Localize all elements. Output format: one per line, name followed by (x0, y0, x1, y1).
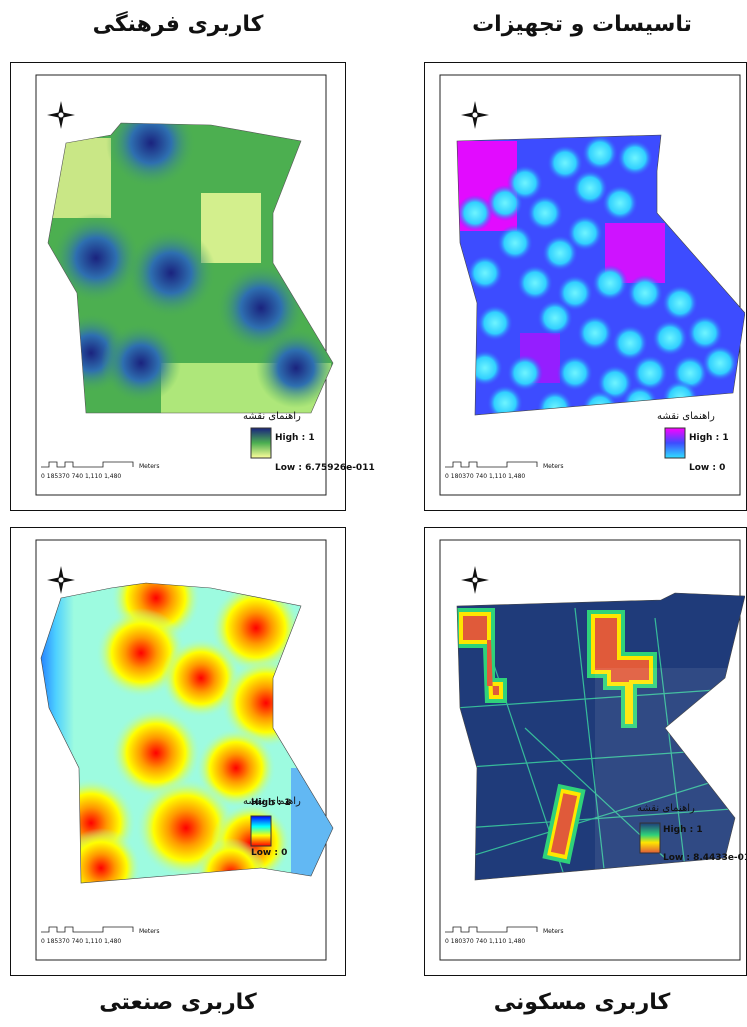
legend-low: Low : 6.75926e-011 (275, 463, 375, 473)
scalebar-ticks: 0 180370 740 1,110 1,480 (445, 473, 526, 480)
map-panel-residential: راهنمای نقشه High : 1 Low : 8.4433e-011 … (424, 527, 747, 976)
north-arrow-icon (461, 566, 489, 594)
legend-low: Low : 0 (251, 848, 288, 858)
map-facilities (439, 74, 745, 496)
legend-title: راهنمای نقشه (657, 411, 715, 422)
title-facilities: تاسیسات و تجهیزات (472, 12, 692, 37)
scalebar-units: Meters (139, 463, 160, 470)
scalebar-culture (41, 461, 134, 468)
north-arrow-icon (47, 101, 75, 129)
map-panel-facilities: راهنمای نقشه High : 1 Low : 0 0 180370 7… (424, 62, 747, 511)
legend-high: High : 1 (689, 433, 729, 443)
scalebar-units: Meters (139, 928, 160, 935)
map-panel-culture: راهنمای نقشه High : 1 Low : 6.75926e-011… (10, 62, 375, 511)
legend-title: راهنمای نقشه (637, 803, 695, 814)
scalebar-units: Meters (543, 928, 564, 935)
map-panel-industrial: راهنمای نقشه High : 1 Low : 0 0 185370 7… (10, 527, 346, 976)
title-culture: کاربری فرهنگی (92, 12, 264, 37)
scalebar-units: Meters (543, 463, 564, 470)
scalebar-ticks: 0 185370 740 1,110 1,480 (41, 938, 122, 945)
north-arrow-icon (461, 101, 489, 129)
legend-title: راهنمای نقشه (243, 411, 301, 422)
legend-high: High : 1 (251, 798, 291, 808)
legend-title: راهنمای نقشه (243, 796, 301, 807)
map-culture (35, 74, 334, 496)
legend-high: High : 1 (663, 825, 703, 835)
legend-low: Low : 8.4433e-011 (663, 853, 747, 863)
title-industrial: کاربری صنعتی (99, 990, 257, 1015)
scalebar-ticks: 0 185370 740 1,110 1,480 (41, 473, 122, 480)
legend-low: Low : 0 (689, 463, 726, 473)
legend-high: High : 1 (275, 433, 315, 443)
north-arrow-icon (47, 566, 75, 594)
scalebar-ticks: 0 180370 740 1,110 1,480 (445, 938, 526, 945)
map-residential (439, 539, 745, 961)
map-industrial (35, 539, 334, 961)
title-residential: کاربری مسکونی (493, 990, 671, 1015)
